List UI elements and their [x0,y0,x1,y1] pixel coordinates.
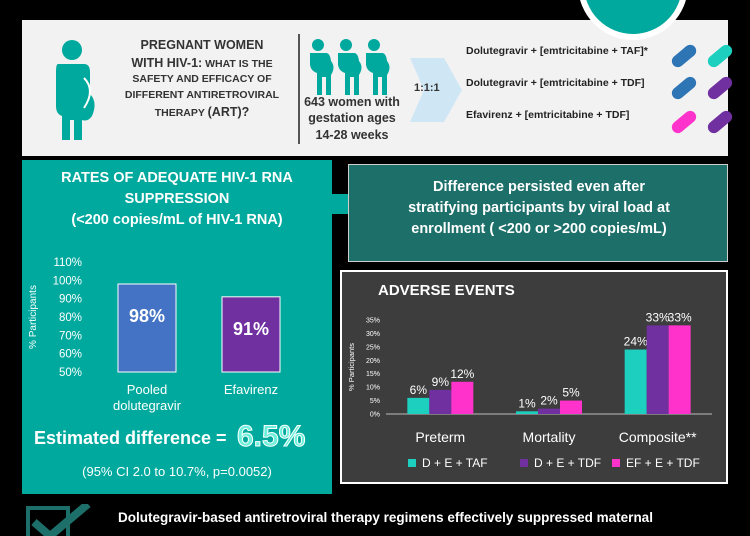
pregnant-woman-icon [56,40,95,140]
data-label: 24% [624,335,648,349]
difference-panel: Difference persisted even after stratify… [348,164,728,262]
population-line: 643 women with [304,95,400,109]
y-tick-label: 80% [59,312,82,324]
data-label: 98% [129,306,165,326]
bar [117,283,177,373]
legend-label: EF + E + TDF [626,456,700,470]
question-line: DIFFERENT ANTIRETROVIRAL [124,88,280,101]
bar [624,349,647,414]
divider [298,34,300,144]
bar [560,400,582,414]
pill-icons [671,44,733,134]
estimated-difference-value: 6.5% [236,420,306,454]
y-tick-label: 60% [59,349,82,361]
bar [538,408,560,414]
treatment-arm: Efavirenz + [emtricitabine + TDF] [466,109,630,121]
y-tick-label: 50% [59,367,82,379]
data-label: 12% [450,367,474,381]
y-tick-label: 15% [366,371,380,378]
randomization-ratio: 1:1:1 [414,82,440,94]
y-tick-label: 0% [370,412,380,419]
title-line: SUPPRESSION [124,191,230,208]
suppression-panel: RATES OF ADEQUATE HIV-1 RNA SUPPRESSION … [22,160,332,494]
question-line: SAFETY AND EFFICACY OF [132,73,272,86]
data-label: 6% [410,383,428,397]
treatment-arm: Dolutegravir + [emtricitabine + TDF] [466,77,645,89]
category-label: Efavirenz [224,382,278,397]
study-design-panel: PREGNANT WOMEN WITH HIV-1: WHAT IS THE S… [22,0,733,156]
suppression-title: RATES OF ADEQUATE HIV-1 RNA SUPPRESSION … [22,168,332,231]
data-label: 33% [646,310,670,324]
category-label: Pooled [127,382,167,397]
bar [429,389,452,414]
bar [451,381,474,414]
y-tick-label: 70% [59,330,82,342]
data-label: 2% [540,394,558,408]
confidence-interval: (95% CI 2.0 to 10.7%, p=0.0052) [82,464,272,479]
question-line: WITH HIV-1: WHAT IS THE [112,54,292,72]
y-tick-label: 30% [366,331,380,338]
legend-swatch [520,459,528,467]
question-text-small: THERAPY [154,106,208,119]
y-tick-label: 35% [366,318,380,325]
adverse-events-title: ADVERSE EVENTS [378,282,515,299]
adverse-events-panel: ADVERSE EVENTS % Participants 0% 5% 10% 15% 2… [340,270,728,484]
population-line: 14-28 weeks [315,127,389,142]
y-axis-label: % Participants [347,343,356,391]
data-label: 91% [233,319,269,339]
legend-label: D + E + TDF [534,456,601,470]
journal-logo [578,0,688,40]
adverse-events-chart: % Participants 0% 5% 10% 15% 20% 25% 30% 35% 6% 9%… [347,310,712,470]
suppression-chart: % Participants 50% 60% 70% 80% 90% 100% 110% 98%… [28,257,281,413]
y-tick-label: 5% [370,398,380,405]
y-tick-label: 90% [59,294,82,306]
bar [646,325,669,414]
question-text-small: WHAT IS THE [202,58,273,71]
difference-text: Difference persisted even after stratify… [355,177,723,240]
y-tick-label: 100% [53,275,82,287]
category-label: Composite** [619,429,697,445]
difference-line: enrollment ( <200 or >200 copies/mL) [411,221,667,238]
question-text: WITH HIV-1: [131,56,203,71]
y-tick-label: 20% [366,358,380,365]
bar [407,397,430,414]
treatment-arm: Dolutegravir + [emtricitabine + TAF]* [466,45,648,57]
legend-label: D + E + TAF [422,456,488,470]
question-text: (ART)? [207,104,250,119]
study-question: PREGNANT WOMEN WITH HIV-1: WHAT IS THE S… [112,36,292,121]
title-line: RATES OF ADEQUATE HIV-1 RNA [61,170,293,186]
question-line: PREGNANT WOMEN [140,38,264,52]
bar [516,411,538,414]
data-label: 33% [668,310,692,324]
y-tick-label: 10% [366,385,380,392]
data-label: 9% [432,375,450,389]
category-label: Mortality [523,429,576,445]
data-label: 5% [562,386,580,400]
legend-swatch [612,459,620,467]
y-axis-label: % Participants [28,285,39,349]
population-text: 643 women with gestation ages 14-28 week… [300,94,404,143]
arrow-right-icon [410,58,462,122]
legend-swatch [408,459,416,467]
treatment-arms: Dolutegravir + [emtricitabine + TAF]* Do… [466,42,686,138]
y-tick-label: 110% [53,257,82,269]
conclusion-banner: Dolutegravir-based antiretroviral therap… [0,500,750,536]
data-label: 1% [518,396,536,410]
conclusion-text: Dolutegravir-based antiretroviral therap… [118,510,653,525]
bar [668,325,691,414]
question-line: THERAPY (ART)? [112,103,292,121]
title-line: (<200 copies/mL of HIV-1 RNA) [71,212,283,229]
category-label: Preterm [415,429,465,445]
checkmark-icon [26,504,91,536]
y-tick-label: 25% [366,344,380,351]
difference-line: Difference persisted even after [433,179,645,195]
bar [221,296,281,373]
estimated-difference-label: Estimated difference = [34,428,227,448]
category-label: dolutegravir [113,398,182,413]
women-group-icon [310,39,390,95]
difference-line: stratifying participants by viral load a… [408,200,670,217]
population-line: gestation ages [308,111,396,126]
